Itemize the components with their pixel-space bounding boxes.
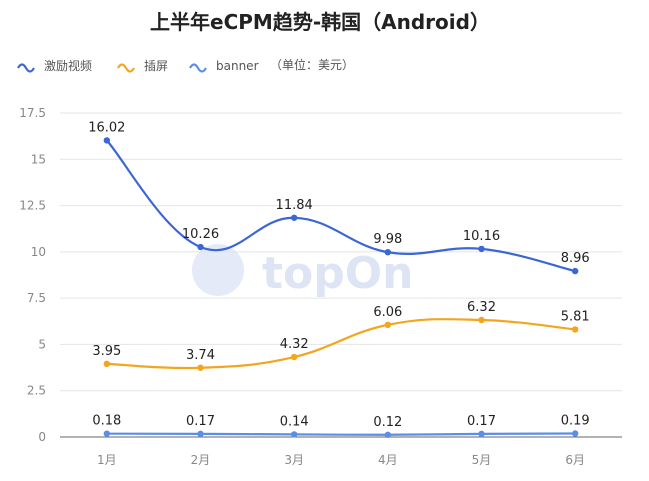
data-label: 9.98 [373, 232, 402, 247]
y-tick-label: 10 [31, 245, 46, 259]
data-label: 3.74 [186, 348, 215, 363]
data-point [290, 353, 298, 361]
data-label: 8.96 [561, 251, 590, 266]
data-point [478, 316, 485, 324]
series-3: 0.18 0.17 0.14 0.12 0.17 0.19 [92, 413, 590, 438]
data-point [103, 360, 111, 368]
legend-swatch [189, 63, 207, 73]
watermark: topOn [192, 244, 414, 299]
y-tick-label: 0 [38, 430, 46, 444]
data-point [571, 267, 579, 275]
series-2: 3.95 3.74 4.32 6.06 6.32 5.81 [92, 300, 590, 371]
legend-swatch [117, 63, 135, 73]
data-label: 16.02 [88, 120, 125, 135]
data-point [384, 249, 392, 256]
data-point [103, 137, 111, 144]
legend: 激励视频 插屏 banner [17, 58, 259, 73]
chart-title: 上半年eCPM趋势-韩国（Android） [150, 10, 490, 34]
y-tick-label: 2.5 [27, 384, 46, 398]
data-point [290, 431, 298, 438]
data-point [290, 214, 298, 221]
series-line [106, 432, 576, 436]
data-point [571, 430, 579, 437]
data-point [103, 430, 111, 437]
data-label: 0.17 [467, 414, 496, 429]
data-point [197, 364, 204, 371]
data-label: 0.14 [280, 414, 309, 429]
data-label: 0.17 [186, 414, 215, 429]
x-tick-label: 3月 [284, 453, 304, 467]
y-tick-label: 17.5 [19, 106, 46, 120]
x-tick-label: 6月 [565, 453, 585, 467]
y-tick-label: 5 [38, 337, 46, 351]
legend-label: 激励视频 [44, 58, 92, 73]
legend-label: banner [216, 59, 259, 73]
data-label: 5.81 [561, 309, 590, 324]
watermark-text: topOn [262, 248, 414, 299]
data-point [571, 326, 579, 333]
unit-note: （单位：美元） [270, 57, 354, 72]
data-label: 6.32 [467, 300, 496, 315]
data-label: 10.16 [463, 229, 500, 244]
x-tick-label: 2月 [191, 453, 211, 467]
legend-label: 插屏 [144, 59, 168, 73]
data-point [197, 243, 204, 251]
data-label: 11.84 [276, 198, 313, 213]
y-axis: 0 2.5 5 7.5 10 12.5 15 17.5 [19, 106, 46, 444]
series-area: 16.02 10.26 11.84 9.98 10.16 8.96 3.95 3.74 4.32… [88, 120, 590, 438]
x-axis: 1月 2月 3月 4月 5月 6月 [97, 453, 585, 467]
series-1: 16.02 10.26 11.84 9.98 10.16 8.96 [88, 120, 590, 275]
y-tick-label: 7.5 [27, 291, 46, 305]
watermark-logo-icon [192, 244, 244, 296]
data-point [384, 321, 392, 329]
data-label: 0.18 [92, 414, 121, 429]
y-tick-label: 12.5 [19, 199, 46, 213]
y-tick-label: 15 [31, 152, 46, 166]
series-line [106, 318, 576, 370]
data-point [478, 430, 485, 438]
legend-swatch [17, 63, 35, 73]
data-label: 10.26 [182, 227, 219, 242]
x-tick-label: 1月 [97, 453, 117, 467]
data-label: 0.19 [561, 413, 590, 428]
data-label: 3.95 [92, 344, 121, 359]
data-point [478, 245, 485, 253]
data-point [197, 430, 204, 438]
x-tick-label: 5月 [472, 453, 492, 467]
data-label: 6.06 [373, 305, 402, 320]
data-label: 4.32 [280, 337, 309, 352]
x-tick-label: 4月 [378, 453, 398, 467]
data-label: 0.12 [373, 415, 402, 430]
data-point [384, 431, 392, 438]
